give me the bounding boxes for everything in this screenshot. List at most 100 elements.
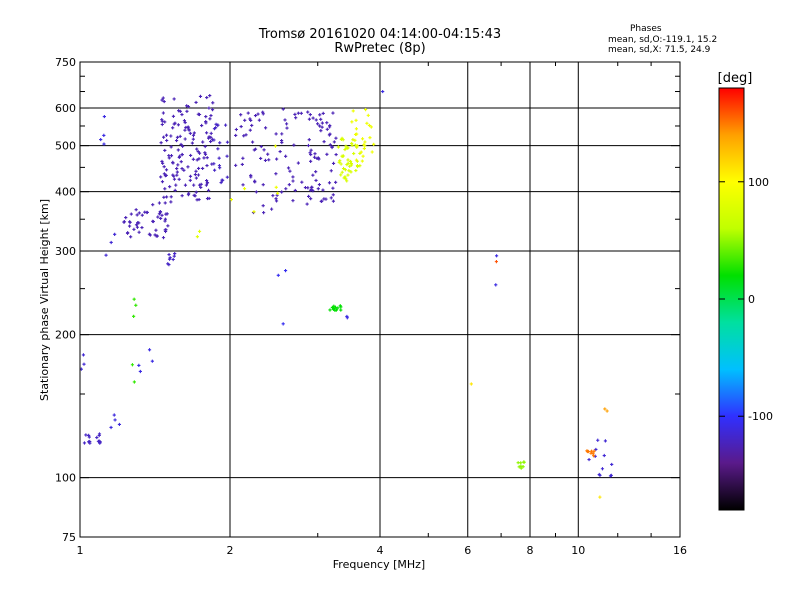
data-point <box>333 308 337 312</box>
data-point <box>208 93 212 98</box>
data-point <box>151 203 155 207</box>
data-point <box>341 166 346 171</box>
y-tick-label: 600 <box>55 102 76 115</box>
data-point <box>315 156 319 161</box>
data-point <box>246 111 250 115</box>
data-point <box>129 235 133 239</box>
data-point <box>169 145 173 149</box>
data-point <box>345 162 349 167</box>
data-point <box>188 131 192 135</box>
data-point <box>308 151 312 155</box>
data-point <box>183 137 187 141</box>
data-point <box>369 125 373 129</box>
data-point <box>283 118 287 122</box>
y-tick-label: 200 <box>55 329 76 342</box>
data-point <box>203 151 207 155</box>
data-point <box>218 141 222 145</box>
data-point <box>191 133 196 137</box>
data-point <box>331 199 336 203</box>
data-point <box>173 121 177 125</box>
data-point <box>132 297 136 301</box>
data-point <box>313 152 317 156</box>
data-point <box>307 117 312 121</box>
data-point <box>309 197 313 201</box>
data-point <box>172 177 177 181</box>
data-point <box>177 109 181 113</box>
data-point <box>161 236 166 240</box>
data-point <box>192 183 196 187</box>
data-point <box>340 170 344 174</box>
y-tick-label: 100 <box>55 472 76 485</box>
data-point <box>586 449 590 454</box>
data-point <box>186 105 191 109</box>
data-point <box>240 162 244 167</box>
data-point <box>353 132 358 137</box>
data-point <box>185 109 189 113</box>
data-point <box>122 220 127 224</box>
data-point <box>186 165 190 169</box>
data-point <box>163 120 167 124</box>
data-point <box>164 168 169 172</box>
x-tick-label: 4 <box>377 544 384 557</box>
data-point <box>521 465 525 469</box>
data-point <box>163 148 167 153</box>
data-point <box>306 143 311 148</box>
data-point <box>162 195 166 199</box>
data-point <box>494 254 499 258</box>
data-point <box>104 253 108 257</box>
data-point <box>280 190 284 194</box>
data-point <box>200 123 204 128</box>
data-point <box>259 156 263 161</box>
data-point <box>84 433 88 437</box>
data-point <box>270 207 274 211</box>
data-point <box>291 179 295 183</box>
data-point <box>360 159 364 163</box>
data-point <box>253 147 258 151</box>
data-point <box>225 154 229 158</box>
data-point <box>318 113 322 117</box>
data-point <box>134 303 138 307</box>
data-point <box>276 273 280 277</box>
data-point <box>325 152 329 156</box>
data-point <box>204 115 208 119</box>
data-point <box>198 94 203 98</box>
data-point <box>140 213 144 217</box>
data-point <box>167 154 171 158</box>
x-tick-label: 16 <box>673 544 687 557</box>
data-point <box>349 170 353 174</box>
data-point <box>109 425 113 430</box>
data-point <box>203 144 207 149</box>
data-point <box>134 223 139 227</box>
data-point <box>207 106 211 110</box>
data-point <box>281 322 285 326</box>
data-point <box>171 161 175 165</box>
data-point <box>291 199 295 203</box>
data-point <box>244 133 248 137</box>
data-point <box>603 407 607 411</box>
data-point <box>216 147 220 151</box>
data-point <box>254 190 258 194</box>
data-point <box>354 168 358 173</box>
data-point <box>132 314 136 318</box>
data-point <box>294 116 298 120</box>
data-point <box>346 146 350 150</box>
data-point <box>320 121 324 125</box>
data-point <box>328 308 332 312</box>
data-point <box>261 204 265 208</box>
data-point <box>293 188 297 193</box>
data-point <box>331 161 336 165</box>
data-point <box>344 144 348 148</box>
data-point <box>183 183 188 187</box>
data-point <box>99 137 103 142</box>
plot-frame <box>79 61 681 538</box>
data-point <box>243 118 247 122</box>
data-point <box>150 359 154 363</box>
data-point <box>239 113 243 117</box>
data-point <box>331 186 335 190</box>
data-point <box>354 127 359 131</box>
x-axis-label: Frequency [MHz] <box>333 558 425 571</box>
data-point <box>603 439 608 443</box>
data-point <box>261 112 265 116</box>
data-point <box>214 126 218 130</box>
data-point <box>494 260 499 264</box>
